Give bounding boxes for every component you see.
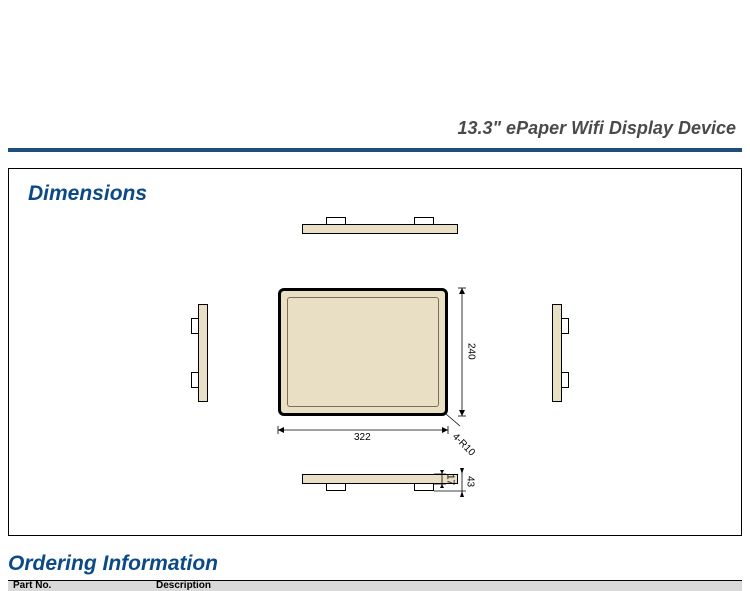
dim-corner-radius-label: 4-R10 [450,431,477,458]
section-title-ordering: Ordering Information [8,552,218,576]
th-description: Description [156,580,211,591]
dimensions-diagram: 322 240 4-R10 17 43 [8,168,742,536]
dimension-annotations: 322 240 4-R10 17 43 [8,168,742,536]
ordering-table-header: Part No. Description [8,580,742,591]
dim-depth1-label: 17 [445,474,456,486]
dim-height-label: 240 [466,343,477,360]
divider-rule [8,148,742,152]
th-part-no: Part No. [13,580,51,591]
dim-width-label: 322 [354,432,371,443]
dim-depth2-label: 43 [465,476,476,488]
page-title: 13.3" ePaper Wifi Display Device [457,118,736,139]
